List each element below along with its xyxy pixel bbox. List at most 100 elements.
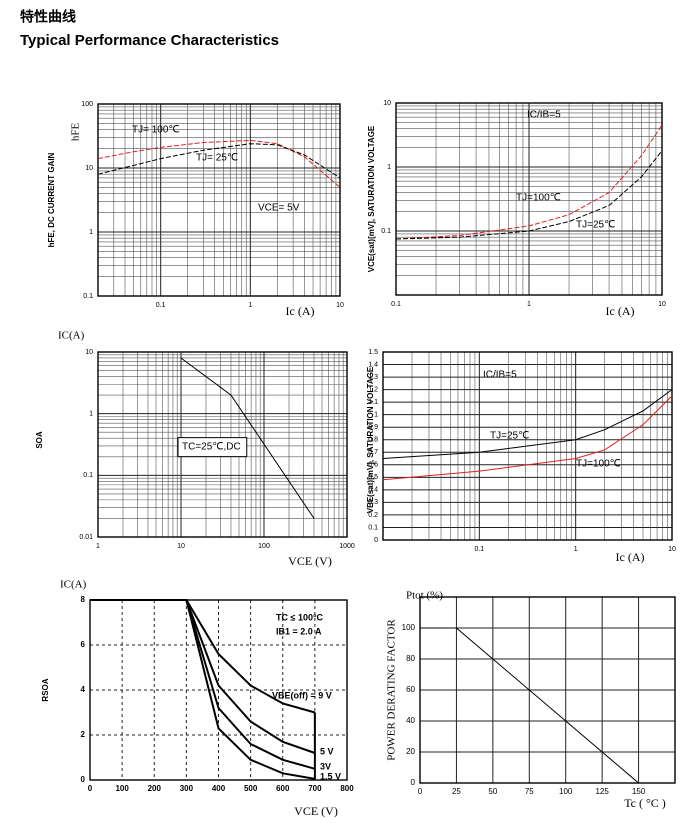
y-tick-label: 1 bbox=[387, 164, 391, 171]
y-tick-label: 100 bbox=[81, 101, 93, 108]
x-axis-label: Ic (A) bbox=[606, 304, 635, 318]
x-tick-label: 0.1 bbox=[156, 302, 166, 309]
y-tick-label: 0.1 bbox=[381, 228, 391, 235]
y-axis-label: POWER DERATING FACTOR bbox=[386, 619, 398, 761]
series-line bbox=[382, 395, 673, 481]
x-tick-label: 25 bbox=[452, 787, 461, 796]
x-tick-label: 0 bbox=[88, 784, 93, 793]
page-title: Typical Performance Characteristics bbox=[20, 32, 279, 49]
plot-frame bbox=[97, 351, 348, 538]
y-tick-label: 0.7 bbox=[368, 449, 378, 456]
y-tick-label: 0 bbox=[411, 778, 416, 787]
y-tick-label: 60 bbox=[406, 685, 415, 694]
x-tick-label: 10 bbox=[668, 546, 676, 553]
plot-frame bbox=[395, 102, 663, 296]
annotation: IC/IB=5 bbox=[483, 370, 517, 381]
annotation: VCE= 5V bbox=[258, 203, 300, 214]
y-tick-label: 0.4 bbox=[368, 487, 378, 494]
y-tick-label: 10 bbox=[85, 165, 93, 172]
x-tick-label: 1 bbox=[248, 302, 252, 309]
y-axis-label: VCE(sat)[mV], SATURATION VOLTAGE bbox=[367, 125, 376, 272]
x-tick-label: 125 bbox=[595, 787, 609, 796]
series-label: TJ=100℃ bbox=[516, 193, 561, 204]
plot-frame bbox=[419, 596, 676, 784]
x-tick-label: 1 bbox=[527, 301, 531, 308]
x-tick-label: 1000 bbox=[339, 543, 355, 550]
x-tick-label: 10 bbox=[336, 302, 344, 309]
y-tick-label: 6 bbox=[81, 640, 86, 649]
y-tick-label: 0 bbox=[374, 537, 378, 544]
y-tick-label: 0.9 bbox=[368, 424, 378, 431]
y-tick-label: 1.3 bbox=[368, 374, 378, 381]
y-tick-label: 10 bbox=[85, 349, 93, 356]
y-tick-label: 1.5 bbox=[368, 349, 378, 356]
y-tick-label: 0.01 bbox=[79, 534, 93, 541]
annotation: TC ≤ 100°C bbox=[276, 612, 324, 622]
series-label: 5 V bbox=[320, 746, 334, 756]
series-label: 1.5 V bbox=[320, 771, 341, 781]
series-line bbox=[420, 627, 639, 784]
x-tick-label: 75 bbox=[525, 787, 534, 796]
series-line bbox=[90, 599, 316, 754]
series-label: TJ= 100℃ bbox=[132, 125, 180, 136]
x-axis-label: Ic (A) bbox=[616, 550, 645, 564]
annotation: IB1 = 2.0 A bbox=[276, 626, 322, 636]
x-tick-label: 700 bbox=[308, 784, 322, 793]
x-axis-label: VCE (V) bbox=[294, 804, 338, 818]
y-tick-label: 0.2 bbox=[368, 512, 378, 519]
x-tick-label: 1 bbox=[574, 546, 578, 553]
y-tick-label: 0.5 bbox=[368, 474, 378, 481]
series-line bbox=[395, 124, 663, 240]
y-tick-label: 40 bbox=[406, 716, 415, 725]
y-tick-label: 100 bbox=[402, 623, 416, 632]
x-tick-label: 10 bbox=[177, 543, 185, 550]
y-tick-label: 8 bbox=[81, 595, 86, 604]
y-axis-title: Ptot (%) bbox=[406, 590, 443, 602]
series-line bbox=[395, 150, 663, 240]
y-tick-label: 0.1 bbox=[83, 293, 93, 300]
y-tick-label: 1.2 bbox=[368, 386, 378, 393]
x-tick-label: 0 bbox=[418, 787, 423, 796]
series-label: 3V bbox=[320, 761, 331, 771]
series-line bbox=[180, 357, 315, 519]
x-tick-label: 10 bbox=[658, 301, 666, 308]
x-tick-label: 100 bbox=[559, 787, 573, 796]
series-line bbox=[97, 139, 341, 188]
annotation: TC=25℃,DC bbox=[182, 442, 241, 453]
y-tick-label: 10 bbox=[383, 100, 391, 107]
y-axis-title: hFE bbox=[70, 123, 82, 142]
x-tick-label: 300 bbox=[180, 784, 194, 793]
annotation-box bbox=[177, 437, 248, 458]
x-tick-label: 0.1 bbox=[391, 301, 401, 308]
y-tick-label: 80 bbox=[406, 654, 415, 663]
y-tick-label: 0 bbox=[81, 775, 86, 784]
series-line bbox=[90, 599, 316, 780]
y-tick-label: 1.1 bbox=[368, 399, 378, 406]
y-tick-label: 0.1 bbox=[368, 524, 378, 531]
y-tick-label: 0.8 bbox=[368, 437, 378, 444]
series-label: TJ=25℃ bbox=[490, 431, 529, 442]
y-tick-label: 2 bbox=[81, 730, 86, 739]
series-line bbox=[97, 143, 341, 179]
x-axis-label: VCE (V) bbox=[288, 554, 332, 568]
x-axis-label: Ic (A) bbox=[286, 304, 315, 318]
y-axis-label: RSOA bbox=[41, 678, 50, 701]
y-tick-label: 0.1 bbox=[83, 472, 93, 479]
x-tick-label: 1 bbox=[96, 543, 100, 550]
y-tick-label: 1 bbox=[89, 229, 93, 236]
page-title-cn: 特性曲线 bbox=[20, 9, 76, 25]
x-tick-label: 150 bbox=[632, 787, 646, 796]
annotation: IC/IB=5 bbox=[527, 110, 561, 121]
series-line bbox=[382, 389, 673, 459]
x-tick-label: 50 bbox=[488, 787, 497, 796]
y-tick-label: 1 bbox=[374, 412, 378, 419]
y-axis-label: hFE, DC CURRENT GAIN bbox=[47, 152, 56, 247]
x-tick-label: 500 bbox=[244, 784, 258, 793]
y-axis-title: IC(A) bbox=[60, 579, 87, 591]
y-tick-label: 0.6 bbox=[368, 462, 378, 469]
x-tick-label: 0.1 bbox=[474, 546, 484, 553]
y-tick-label: 0.3 bbox=[368, 499, 378, 506]
y-tick-label: 4 bbox=[81, 685, 86, 694]
x-tick-label: 600 bbox=[276, 784, 290, 793]
y-axis-title: IC(A) bbox=[58, 330, 85, 342]
